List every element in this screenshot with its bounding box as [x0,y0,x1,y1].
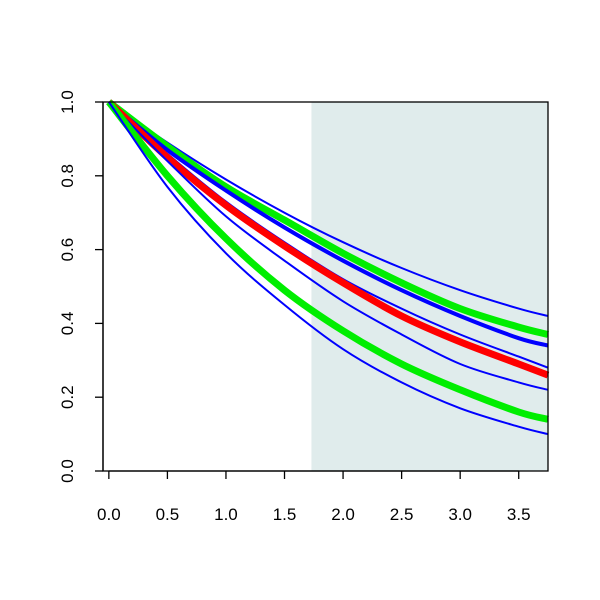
x-tick-label: 1.5 [273,505,297,524]
series-line-2 [106,99,549,338]
series-line-7 [106,99,549,423]
x-tick-label: 3.5 [507,505,531,524]
x-tick-label: 0.5 [156,505,180,524]
y-tick-label: 0.6 [58,238,77,262]
series-line-1 [108,101,549,317]
x-axis: 0.0 0.5 1.0 1.5 2.0 2.5 3.0 3.5 [97,470,531,524]
y-tick-label: 0.2 [58,385,77,409]
x-tick-label: 2.0 [331,505,355,524]
x-tick-label: 1.0 [214,505,238,524]
x-tick-label: 3.0 [448,505,472,524]
x-tick-label: 2.5 [390,505,414,524]
y-axis: 0.0 0.2 0.4 0.6 0.8 1.0 [58,90,104,483]
series-line-6 [108,101,549,391]
series-line-5 [106,99,550,379]
x-tick-label: 0.0 [97,505,121,524]
plot-area [102,99,550,472]
y-tick-label: 0.4 [58,312,77,336]
y-tick-label: 0.0 [58,459,77,483]
series-line-8 [108,101,549,436]
y-tick-label: 1.0 [58,90,77,114]
series-line-3 [107,100,549,348]
y-tick-label: 0.8 [58,164,77,188]
series-layer [106,99,550,436]
